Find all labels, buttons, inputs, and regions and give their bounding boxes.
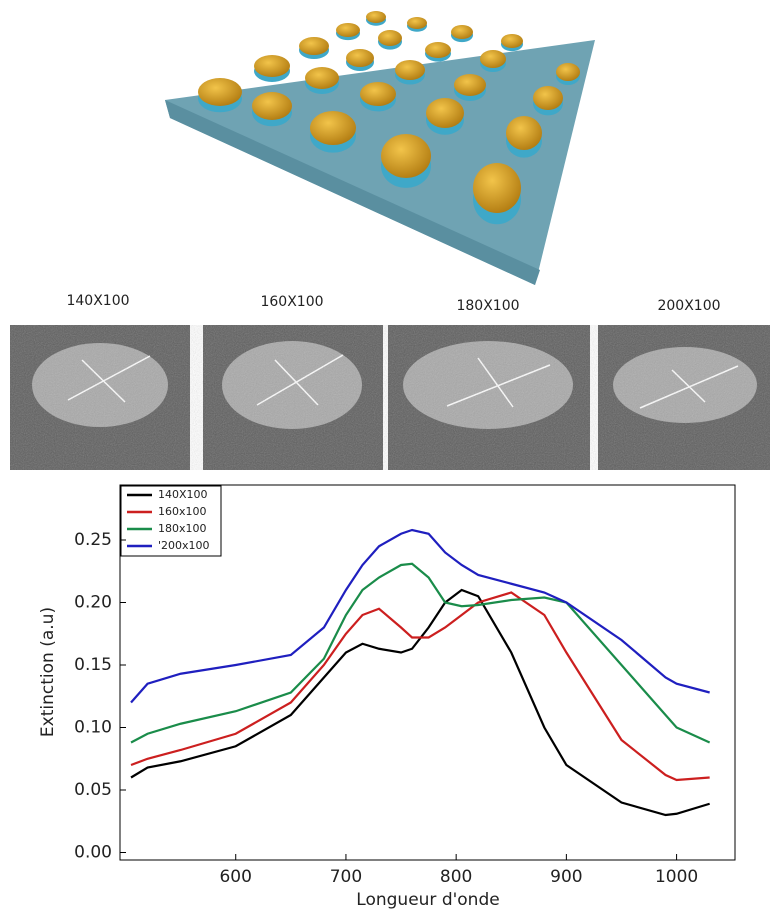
legend-label: 140X100 — [158, 488, 208, 501]
particle — [506, 116, 542, 150]
x-axis-label: Longueur d'onde — [356, 890, 499, 910]
particle — [360, 82, 396, 106]
particle — [473, 163, 521, 213]
y-tick-label: 0.25 — [74, 530, 112, 550]
x-tick-label: 700 — [330, 867, 362, 887]
y-tick-label: 0.05 — [74, 780, 112, 800]
particle — [407, 17, 427, 29]
particle — [366, 11, 386, 23]
y-tick-label: 0.15 — [74, 655, 112, 675]
x-tick-label: 1000 — [655, 867, 698, 887]
substrate-edge — [165, 100, 540, 285]
particle — [480, 50, 506, 68]
y-tick-label: 0.10 — [74, 718, 112, 738]
particle — [310, 111, 356, 145]
panel-label: 180X100 — [456, 298, 519, 314]
legend-label: 160x100 — [158, 505, 207, 518]
particle — [533, 86, 563, 110]
legend-label: '200x100 — [158, 539, 210, 552]
y-tick-label: 0.00 — [74, 843, 112, 863]
panel-label: 140X100 — [66, 293, 129, 309]
sem-texture — [10, 325, 770, 470]
panel-label: 160X100 — [260, 294, 323, 310]
particle — [378, 30, 402, 46]
particle — [252, 92, 292, 120]
series-line — [130, 588, 710, 817]
panel-label: 200X100 — [657, 298, 720, 314]
series-line — [130, 591, 710, 782]
particle — [336, 23, 360, 37]
x-tick-label: 800 — [440, 867, 472, 887]
particle — [198, 78, 242, 106]
series-line — [130, 528, 710, 704]
particle — [381, 134, 431, 178]
nanoparticles — [198, 11, 580, 225]
particle — [395, 60, 425, 80]
substrate — [165, 40, 595, 285]
x-tick-label: 900 — [550, 867, 582, 887]
particle — [501, 34, 523, 48]
particle — [305, 67, 339, 89]
series-line — [130, 562, 711, 744]
particle — [299, 37, 329, 55]
legend-box — [120, 485, 222, 557]
y-axis-label: Extinction (a.u) — [38, 607, 58, 737]
particle — [425, 42, 451, 58]
particle — [254, 55, 290, 77]
legend: 140X100 160x100 180x100 '200x100 — [120, 485, 222, 557]
plot-frame — [119, 484, 736, 861]
particle — [556, 63, 580, 81]
sem-panels — [10, 325, 770, 470]
legend-label: 180x100 — [158, 522, 207, 535]
particle — [454, 74, 486, 96]
x-tick-label: 600 — [219, 867, 251, 887]
particle — [451, 25, 473, 39]
y-tick-label: 0.20 — [74, 593, 112, 613]
particle — [346, 49, 374, 67]
particle — [426, 98, 464, 128]
